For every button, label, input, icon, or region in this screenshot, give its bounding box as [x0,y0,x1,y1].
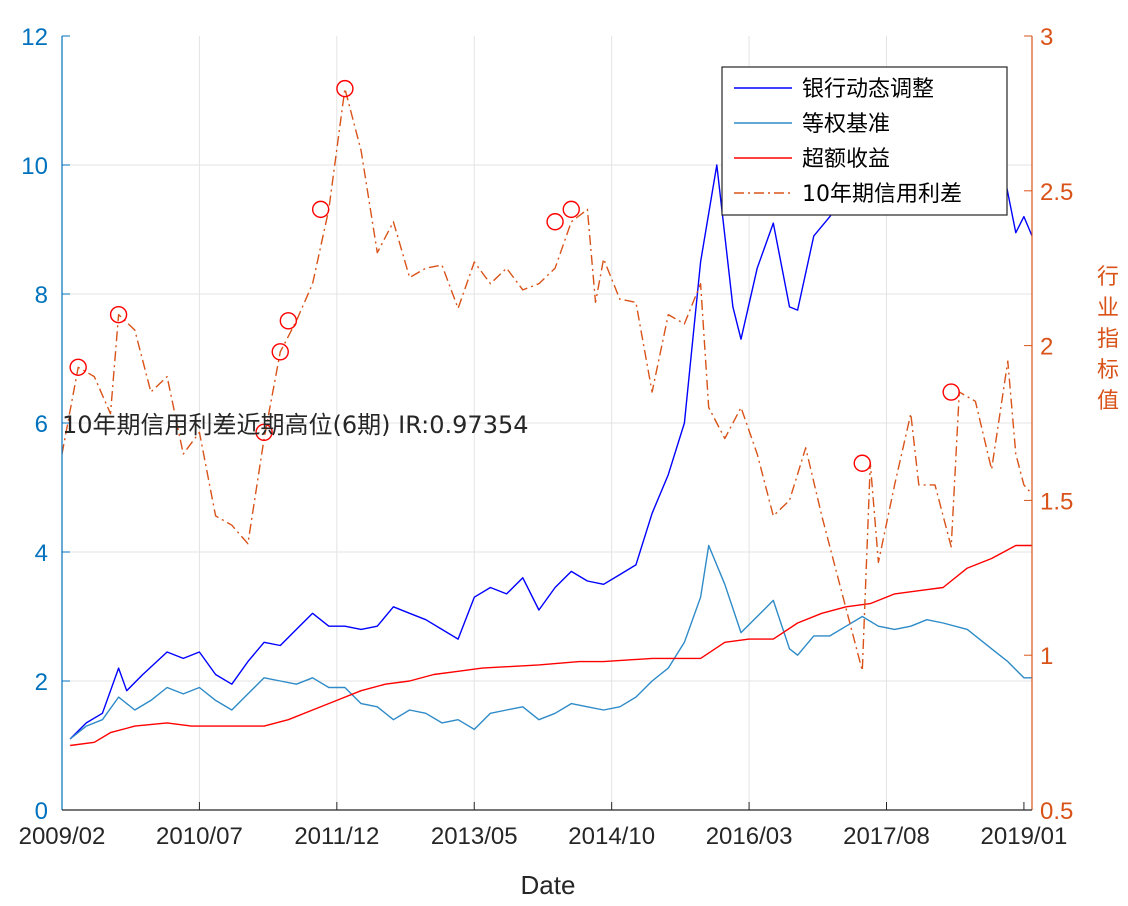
y-left-tick-label: 0 [35,798,48,825]
y-axis-right-label-char: 业 [1097,296,1119,321]
x-axis-label: Date [521,870,576,900]
series-line-4 [61,87,1033,672]
y-right-tick-label: 2.5 [1040,179,1073,206]
marker-layer [69,79,960,472]
y-axis-right-label-char: 标 [1097,358,1119,383]
x-tick-label: 2016/03 [706,823,793,850]
y-left-tick-label: 4 [35,540,48,567]
legend-label: 银行动态调整 [802,77,934,102]
x-tick-label: 2013/05 [431,823,518,850]
chart-annotation: 10年期信用利差近期高位(6期) IR:0.97354 [62,411,529,439]
high-marker [942,383,960,401]
legend-label: 超额收益 [802,147,890,172]
high-marker [562,200,580,219]
high-marker [255,423,273,441]
y-right-tick-label: 0.5 [1040,798,1073,825]
y-right-tick-label: 1.5 [1040,488,1073,515]
y-left-tick-label: 10 [21,153,48,180]
x-tick-label: 2011/12 [294,823,379,850]
x-tick-label: 2017/08 [843,823,930,850]
high-marker [336,79,354,98]
series-line-3 [70,544,1032,747]
high-marker [546,213,564,231]
legend-box [721,66,1008,216]
high-marker [109,305,128,324]
legend-label: 10年期信用利差 [802,182,962,207]
high-marker [279,312,298,330]
y-axis-right-label-char: 指 [1097,327,1119,352]
y-right-tick-label: 1 [1040,643,1053,670]
y-right-tick-label: 3 [1040,24,1053,51]
y-axis-right-label-char: 行 [1097,265,1119,290]
high-marker [69,358,87,376]
x-tick-label: 2014/10 [568,823,655,850]
x-tick-label: 2010/07 [156,823,243,850]
y-left-tick-label: 2 [35,669,48,696]
high-marker [271,343,289,361]
x-tick-label: 2019/01 [981,823,1068,850]
axes-layer: 0 2 4 6 8 10 12 0.5 1 1.5 2 2.5 3 2009/02 2010/07 2011/… [19,24,1074,850]
y-left-tick-label: 12 [21,24,48,51]
x-tick-label: 2009/02 [19,823,106,850]
high-marker [853,454,871,472]
y-right-tick-label: 2 [1040,334,1053,361]
high-marker [311,200,330,219]
legend-label: 等权基准 [802,112,890,137]
y-left-tick-label: 8 [35,282,48,309]
series-line-2 [69,544,1032,740]
y-axis-right-label-char: 值 [1097,389,1119,414]
y-left-tick-label: 6 [35,411,48,438]
